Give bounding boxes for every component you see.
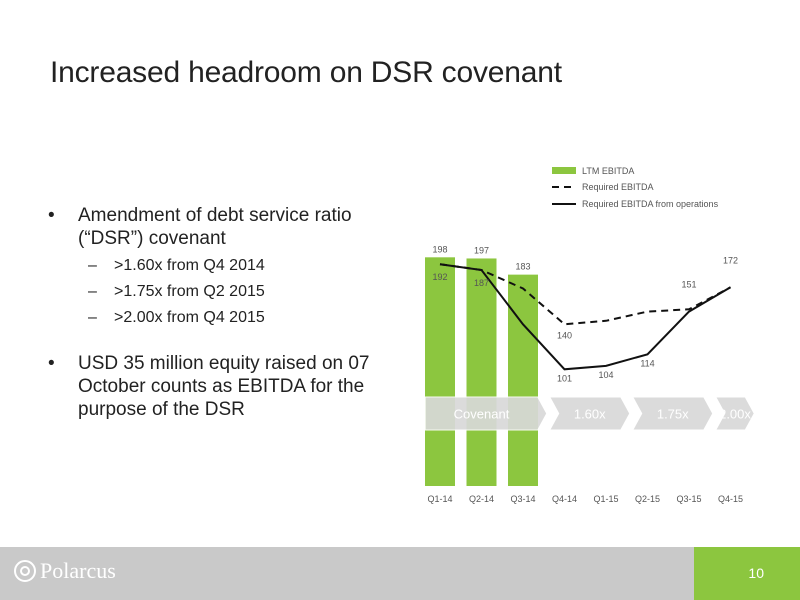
bullet-text: Amendment of debt service ratio (“DSR”) …	[78, 205, 352, 249]
sub-bullet-text: >1.75x from Q2 2015	[114, 283, 265, 300]
x-tick-label: Q1-15	[593, 494, 618, 504]
covenant-label: Covenant	[454, 407, 510, 422]
covenant-label: 1.60x	[574, 407, 606, 422]
sub-bullet-dash: –	[88, 283, 97, 300]
x-tick-label: Q2-15	[635, 494, 660, 504]
page-number-box: 10	[694, 547, 800, 600]
sub-bullet-dash: –	[88, 309, 97, 326]
bullet-item: • USD 35 million equity raised on 07 Oct…	[48, 352, 398, 421]
sub-bullet: – >1.75x from Q2 2015	[48, 282, 398, 302]
x-tick-label: Q4-14	[552, 494, 577, 504]
required-ebitda-line	[439, 263, 731, 326]
operations-ebitda-label: 172	[723, 255, 738, 265]
operations-ebitda-label: 114	[640, 358, 654, 368]
covenant-chevron	[631, 396, 714, 431]
ebitda-chart: Covenant 1.60x 1.75x 2.00x 198 197 183 192 187 14…	[424, 166, 755, 504]
bar	[466, 258, 497, 486]
required-ebitda-label: 192	[432, 272, 447, 282]
polarcus-logo-icon	[14, 560, 36, 582]
footer-bar	[0, 547, 800, 600]
x-tick-label: Q3-14	[510, 494, 535, 504]
polarcus-logo: Polarcus	[14, 558, 116, 584]
covenant-label: 2.00x	[719, 407, 751, 422]
covenant-chevron	[548, 396, 631, 431]
required-ebitda-label: 140	[557, 330, 572, 340]
operations-ebitda-label: 104	[598, 370, 613, 380]
page-number: 10	[748, 565, 764, 581]
required-ebitda-operations-line	[439, 263, 732, 371]
legend-label: LTM EBITDA	[582, 166, 634, 176]
legend-label: Required EBITDA	[582, 182, 654, 192]
bullet-dot: •	[48, 353, 55, 374]
bar-data-label: 183	[515, 262, 530, 272]
sub-bullet: – >2.00x from Q4 2015	[48, 308, 398, 328]
sub-bullet-dash: –	[88, 257, 97, 274]
bullet-item: • Amendment of debt service ratio (“DSR”…	[48, 204, 398, 250]
slide-title: Increased headroom on DSR covenant	[50, 56, 562, 89]
bar-data-label: 198	[432, 244, 447, 254]
operations-ebitda-label: 101	[557, 373, 572, 383]
sub-bullet-text: >2.00x from Q4 2015	[114, 309, 265, 326]
sub-bullet-text: >1.60x from Q4 2014	[114, 257, 265, 274]
bar-data-label: 197	[474, 245, 489, 255]
x-tick-label: Q2-14	[469, 494, 494, 504]
x-tick-label: Q3-15	[676, 494, 701, 504]
sub-bullet: – >1.60x from Q4 2014	[48, 256, 398, 276]
bar	[425, 257, 455, 486]
covenant-chevron	[714, 396, 755, 431]
legend-swatch-bar	[552, 167, 576, 174]
covenant-chevron	[424, 396, 548, 431]
x-tick-label: Q1-14	[427, 494, 452, 504]
x-tick-label: Q4-15	[718, 494, 743, 504]
bullet-dot: •	[48, 205, 55, 226]
covenant-label: 1.75x	[657, 407, 689, 422]
required-ebitda-label: 187	[474, 278, 489, 288]
bullet-text: USD 35 million equity raised on 07 Octob…	[78, 353, 370, 420]
legend-label: Required EBITDA from operations	[582, 199, 719, 209]
bullet-list: • Amendment of debt service ratio (“DSR”…	[48, 204, 398, 421]
logo-text: Polarcus	[40, 558, 116, 583]
operations-ebitda-label: 151	[681, 280, 696, 290]
bar	[508, 274, 538, 486]
